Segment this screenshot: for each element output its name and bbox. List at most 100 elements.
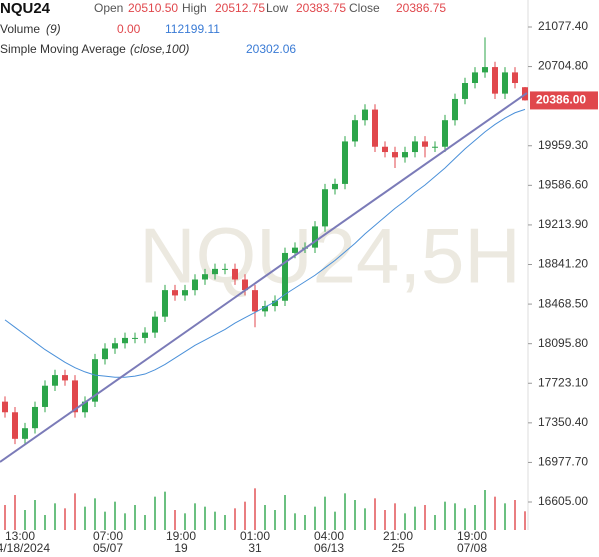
candle-body bbox=[472, 72, 478, 84]
volume-change: 0.00 bbox=[117, 22, 141, 36]
volume-bar bbox=[434, 515, 436, 530]
candle-body bbox=[12, 412, 18, 439]
watermark: NQU24,5H bbox=[139, 212, 520, 300]
x-tick-time: 01:00 bbox=[240, 529, 270, 543]
candle-body bbox=[192, 279, 198, 291]
candle-body bbox=[132, 337, 138, 339]
y-tick-label: 18095.80 bbox=[538, 336, 588, 350]
candle-body bbox=[412, 141, 418, 153]
volume-bar bbox=[514, 500, 516, 530]
candle-body bbox=[362, 109, 368, 121]
candle-body bbox=[72, 380, 78, 413]
candle-body bbox=[372, 109, 378, 147]
volume-bar bbox=[524, 511, 526, 530]
candle-body bbox=[242, 279, 248, 291]
volume-bar bbox=[174, 510, 176, 530]
candle-body bbox=[442, 120, 448, 147]
volume-bar bbox=[334, 511, 336, 530]
volume-bar bbox=[74, 493, 76, 530]
volume-bar bbox=[134, 505, 136, 530]
open-value: 20510.50 bbox=[128, 1, 178, 15]
candle-body bbox=[2, 401, 8, 413]
y-tick-label: 21077.40 bbox=[538, 19, 588, 33]
volume-bar bbox=[214, 511, 216, 530]
candle-body bbox=[392, 152, 398, 158]
volume-bar bbox=[444, 501, 446, 530]
volume-bar bbox=[274, 510, 276, 530]
volume-bar bbox=[224, 515, 226, 530]
candle-body bbox=[82, 401, 88, 413]
candle-body bbox=[42, 385, 48, 407]
sma-label: Simple Moving Average bbox=[0, 42, 126, 56]
candle-body bbox=[432, 146, 438, 148]
x-tick-date: 04/18/2024 bbox=[0, 541, 50, 555]
candle-body bbox=[272, 300, 278, 307]
volume-bar bbox=[414, 506, 416, 530]
candle-body bbox=[282, 252, 288, 301]
volume-bar bbox=[44, 515, 46, 530]
volume-bar bbox=[284, 495, 286, 530]
x-tick-date: 25 bbox=[391, 541, 405, 555]
y-tick-label: 19213.90 bbox=[538, 217, 588, 231]
volume-bar bbox=[84, 506, 86, 530]
candle-body bbox=[422, 141, 428, 147]
candle-body bbox=[142, 332, 148, 338]
x-tick-date: 07/08 bbox=[457, 541, 487, 555]
candle-body bbox=[202, 274, 208, 280]
candle-body bbox=[462, 83, 468, 99]
sma-line bbox=[4, 108, 526, 378]
volume-bar bbox=[4, 505, 6, 530]
volume-bar bbox=[344, 493, 346, 530]
candle-body bbox=[352, 120, 358, 142]
x-tick-date: 06/13 bbox=[314, 541, 344, 555]
volume-bar bbox=[94, 498, 96, 530]
y-tick-label: 18468.50 bbox=[538, 296, 588, 310]
volume-bar bbox=[454, 503, 456, 530]
volume-bar bbox=[184, 513, 186, 530]
sma-value: 20302.06 bbox=[246, 42, 296, 56]
candle-body bbox=[112, 343, 118, 349]
candle-body bbox=[92, 359, 98, 402]
candle-body bbox=[292, 247, 298, 253]
price-tag bbox=[530, 91, 598, 110]
candle-body bbox=[232, 268, 238, 280]
volume-bar bbox=[204, 506, 206, 530]
volume-bar bbox=[464, 508, 466, 530]
candle-body bbox=[262, 306, 268, 312]
volume-bar bbox=[354, 500, 356, 530]
volume-bar bbox=[264, 505, 266, 530]
open-label: Open bbox=[94, 1, 123, 15]
x-tick-time: 19:00 bbox=[166, 529, 196, 543]
trend-line bbox=[0, 92, 528, 463]
volume-bar bbox=[54, 503, 56, 530]
symbol: NQU24 bbox=[0, 0, 51, 17]
candle-body bbox=[182, 290, 188, 296]
sma-params: (close,100) bbox=[130, 42, 189, 56]
volume-bar bbox=[234, 508, 236, 530]
y-tick-label: 20704.80 bbox=[538, 59, 588, 73]
volume-value: 112199.11 bbox=[165, 22, 220, 36]
candle-body bbox=[162, 290, 168, 317]
y-tick-label: 18841.20 bbox=[538, 257, 588, 271]
x-tick-date: 05/07 bbox=[93, 541, 123, 555]
x-tick-date: 31 bbox=[248, 541, 262, 555]
candle-body bbox=[312, 226, 318, 248]
candle-body bbox=[382, 146, 388, 153]
candle-body bbox=[482, 67, 488, 73]
volume-bar bbox=[484, 490, 486, 530]
candle-body bbox=[62, 375, 68, 381]
x-tick-date: 19 bbox=[174, 541, 188, 555]
candle-body bbox=[172, 290, 178, 296]
volume-bar bbox=[384, 510, 386, 530]
volume-params: (9) bbox=[46, 22, 61, 36]
candle-body bbox=[212, 268, 218, 275]
volume-bar bbox=[24, 510, 26, 530]
volume-bar bbox=[324, 496, 326, 530]
volume-bar bbox=[104, 511, 106, 530]
candle-body bbox=[222, 268, 228, 270]
x-tick-time: 04:00 bbox=[314, 529, 344, 543]
volume-bar bbox=[124, 513, 126, 530]
volume-bar bbox=[504, 503, 506, 530]
